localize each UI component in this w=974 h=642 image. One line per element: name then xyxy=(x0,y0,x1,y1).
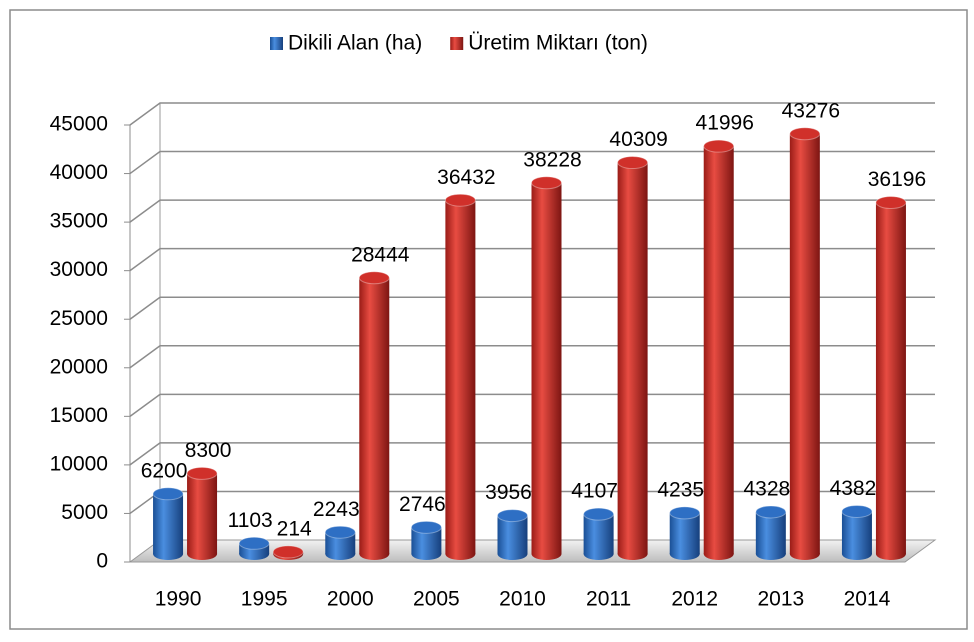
grid-line xyxy=(129,442,935,466)
bar xyxy=(238,536,270,560)
bar xyxy=(152,487,184,560)
bar xyxy=(755,505,787,560)
bar xyxy=(669,506,701,560)
legend-label: Üretim Miktarı (ton) xyxy=(468,32,648,55)
data-label: 36432 xyxy=(437,166,495,189)
data-label: 6200 xyxy=(141,459,188,482)
y-tick-label: 20000 xyxy=(50,355,108,378)
data-label: 41996 xyxy=(696,112,754,135)
data-label: 40309 xyxy=(609,128,667,151)
y-tick-label: 45000 xyxy=(50,113,108,136)
legend-label: Dikili Alan (ha) xyxy=(288,32,422,55)
data-label: 2243 xyxy=(313,498,360,521)
x-tick-label: 2013 xyxy=(757,588,804,611)
data-label: 43276 xyxy=(782,99,840,122)
y-tick-label: 25000 xyxy=(50,307,108,330)
data-label: 4382 xyxy=(830,477,877,500)
grid-line xyxy=(129,345,935,369)
bar xyxy=(410,520,442,560)
bar xyxy=(789,127,821,560)
y-tick-label: 35000 xyxy=(50,210,108,233)
data-label: 28444 xyxy=(351,243,410,266)
grid-line xyxy=(129,150,935,175)
bar xyxy=(617,156,649,560)
data-label: 3956 xyxy=(485,481,532,504)
data-label: 214 xyxy=(277,517,312,540)
y-tick-label: 15000 xyxy=(50,404,108,427)
data-label: 4328 xyxy=(743,478,790,501)
y-tick-label: 40000 xyxy=(50,161,108,184)
y-tick-label: 5000 xyxy=(61,501,108,524)
grid-line xyxy=(129,393,935,417)
bar xyxy=(583,507,615,560)
y-tick-label: 0 xyxy=(96,550,108,573)
bar xyxy=(497,509,528,560)
x-tick-label: 2010 xyxy=(499,588,546,611)
grid-line xyxy=(129,296,935,320)
grid-line xyxy=(129,247,935,272)
x-tick-label: 2005 xyxy=(413,588,460,611)
data-label: 1103 xyxy=(228,509,273,532)
data-label: 2746 xyxy=(399,493,446,516)
data-label: 36196 xyxy=(868,168,926,191)
bar xyxy=(703,139,735,560)
x-tick-label: 2011 xyxy=(586,588,631,611)
data-label: 4107 xyxy=(571,480,618,503)
bar xyxy=(841,504,873,560)
bar xyxy=(358,271,390,560)
data-label: 4235 xyxy=(657,478,704,501)
x-tick-label: 2000 xyxy=(327,588,374,611)
x-tick-label: 1990 xyxy=(155,588,202,611)
grid-line xyxy=(129,102,935,126)
bar xyxy=(186,466,218,560)
legend-swatch xyxy=(270,37,283,50)
x-tick-label: 2014 xyxy=(844,588,891,611)
legend-swatch xyxy=(450,37,464,50)
bar xyxy=(875,195,907,560)
data-label: 38228 xyxy=(523,148,581,171)
y-tick-label: 30000 xyxy=(50,258,108,281)
y-tick-label: 10000 xyxy=(50,452,108,475)
grid-line xyxy=(129,199,935,223)
bar xyxy=(324,525,356,560)
bar xyxy=(531,176,562,560)
x-tick-label: 2012 xyxy=(671,588,718,611)
bar xyxy=(444,193,476,560)
data-label: 8300 xyxy=(185,439,232,462)
bar xyxy=(272,545,304,560)
x-tick-label: 1995 xyxy=(241,588,288,611)
